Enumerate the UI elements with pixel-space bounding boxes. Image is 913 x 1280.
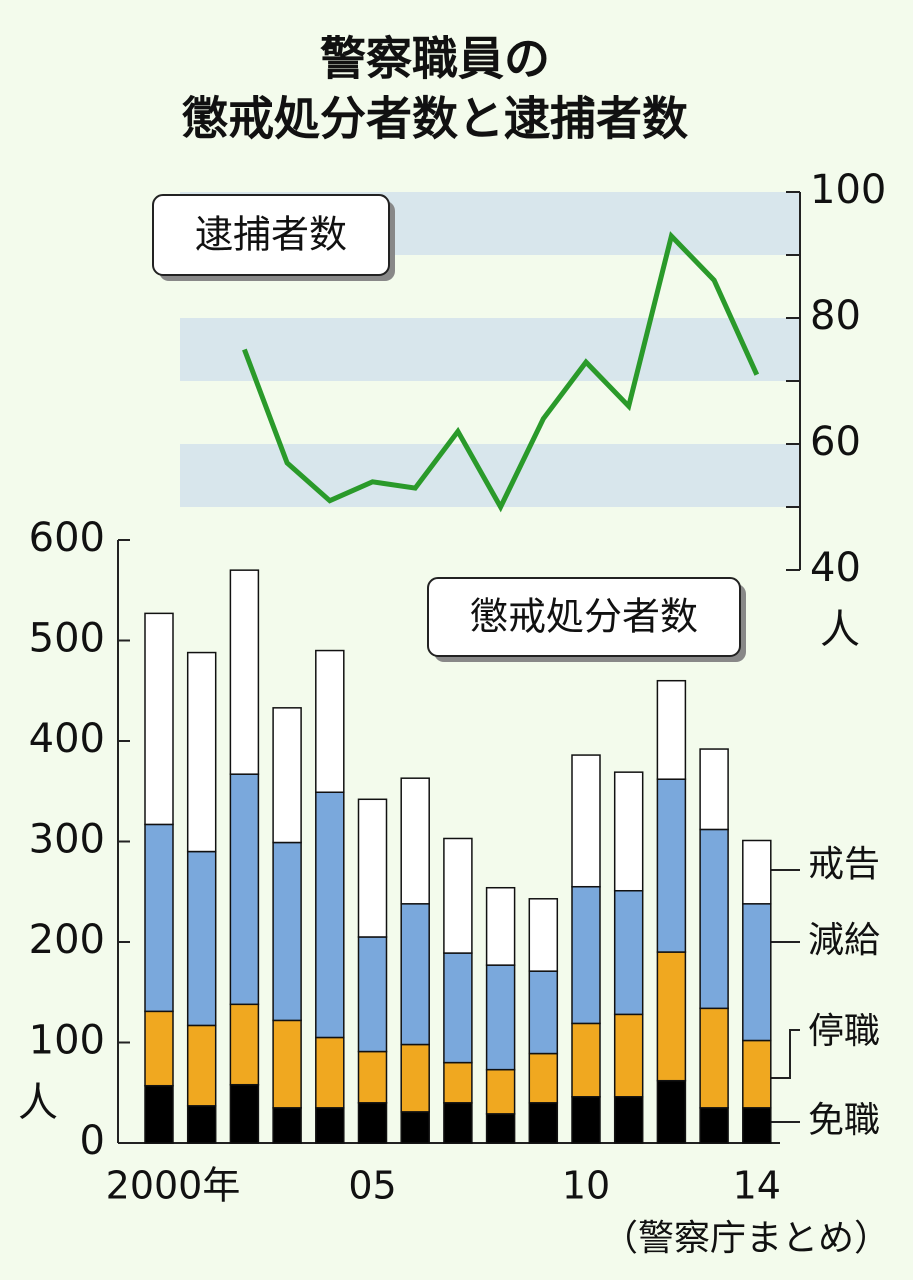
bar-segment: [571, 1096, 601, 1144]
bar-segment: [272, 707, 302, 844]
bar-segment: [528, 898, 559, 972]
y-tick-label: 60: [810, 419, 861, 465]
bar-segment: [656, 778, 687, 953]
bar-segment: [485, 886, 516, 966]
bar-segment: [144, 1010, 174, 1087]
bar-segment: [400, 1111, 430, 1144]
bar-segment: [656, 951, 687, 1082]
bar-segment: [656, 679, 687, 780]
bar-segment: [742, 903, 772, 1042]
bar-segment: [186, 651, 217, 853]
bar-segment: [357, 1050, 388, 1104]
bar-segment: [742, 1107, 772, 1144]
source: （警察庁まとめ）: [602, 1218, 890, 1259]
bar-segment: [485, 1068, 516, 1115]
bar-segment: [699, 1107, 729, 1144]
bar-segment: [229, 1083, 260, 1144]
bar-segment: [144, 823, 174, 1013]
connector: [769, 846, 800, 871]
bar-segment: [443, 1061, 473, 1104]
y-tick-label: 80: [810, 293, 861, 339]
legend-label: 免職: [808, 1100, 880, 1141]
bar-segment: [699, 828, 729, 1010]
bar-segment: [656, 1079, 687, 1144]
bar-segment: [315, 791, 345, 1039]
y-tick-label: 100: [29, 1018, 105, 1064]
bar-segment: [613, 889, 644, 1016]
legend-label: 戒告: [808, 844, 880, 885]
bar-segment: [315, 1036, 345, 1109]
line: [242, 231, 760, 513]
bar-segment: [186, 850, 217, 1027]
line-label: 逮捕者数: [195, 213, 347, 257]
bar-segment: [229, 1003, 260, 1086]
y-unit: 人: [18, 1080, 58, 1126]
chart-title: 警察職員の: [320, 32, 550, 86]
legend-label: 停職: [808, 1011, 880, 1052]
bar-segment: [272, 1107, 302, 1144]
bar-segment: [315, 1107, 345, 1144]
bar-segment: [272, 1019, 302, 1109]
bar-segment: [229, 773, 260, 1006]
bar-segment: [528, 1052, 559, 1104]
bar-segment: [315, 649, 345, 794]
bar-segment: [186, 1105, 217, 1144]
y-tick-label: 300: [29, 817, 105, 863]
bar-segment: [571, 1022, 601, 1098]
y-tick-label: 400: [29, 716, 105, 762]
legend-connectors: [768, 846, 800, 1123]
bar-label: 懲戒処分者数: [470, 595, 698, 639]
legend-label: 減給: [808, 920, 880, 961]
y-tick-label: 40: [810, 545, 861, 591]
bar-segment: [742, 839, 772, 905]
bar-segment: [613, 1013, 644, 1098]
bar-segment: [400, 777, 430, 905]
bar-segment: [571, 754, 601, 888]
x-tick-label: 2000年: [106, 1164, 241, 1208]
chart-title: 懲戒処分者数と逮捕者数: [182, 92, 688, 146]
bar-segment: [357, 798, 388, 938]
bar-segment: [229, 569, 260, 775]
bar-segment: [400, 903, 430, 1046]
x-tick-label: 10: [562, 1164, 610, 1208]
label-box: [427, 577, 741, 657]
band: [180, 318, 800, 381]
bar-segment: [613, 1096, 644, 1144]
bar-segment: [699, 748, 729, 831]
bar-segment: [699, 1007, 729, 1109]
x-tick-label: 05: [348, 1164, 396, 1208]
bar-segment: [742, 1039, 772, 1109]
bar-segment: [443, 1102, 473, 1144]
bar-segment: [613, 771, 644, 892]
bar-segment: [443, 837, 473, 954]
bar-segment: [528, 1102, 559, 1144]
x-tick-label: 14: [733, 1164, 781, 1208]
bar-segment: [528, 970, 559, 1055]
bar-segment: [400, 1043, 430, 1113]
bar-segment: [144, 612, 174, 826]
y-tick-label: 0: [80, 1118, 105, 1164]
connector: [770, 1029, 800, 1079]
y-tick-label: 200: [29, 917, 105, 963]
bar-segment: [186, 1024, 217, 1107]
bar-segment: [272, 841, 302, 1022]
bar-segment: [357, 1102, 388, 1144]
label-box: [152, 194, 390, 276]
y-tick-label: 100: [810, 167, 886, 213]
bar-segment: [144, 1084, 174, 1144]
y-tick-label: 500: [29, 616, 105, 662]
band: [180, 444, 800, 507]
y-unit: 人: [820, 607, 860, 653]
bar-segment: [485, 1113, 516, 1144]
bar-segment: [357, 936, 388, 1053]
bar-segment: [443, 952, 473, 1064]
y-tick-label: 600: [29, 515, 105, 561]
bar-segment: [571, 885, 601, 1025]
bar-segment: [485, 964, 516, 1071]
